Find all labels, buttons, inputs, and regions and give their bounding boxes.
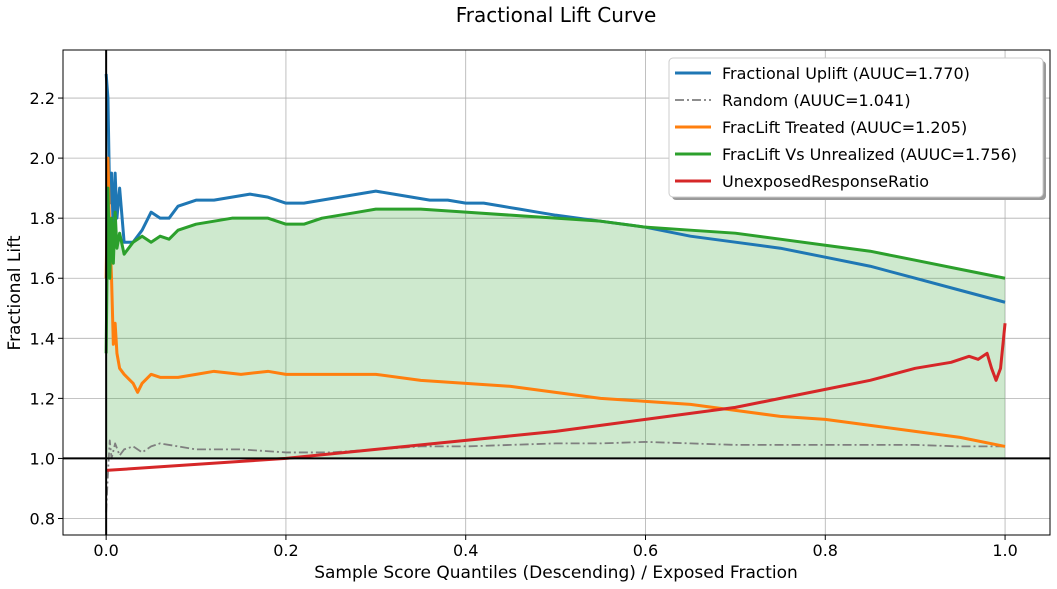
unrealized-lift-fill-area (106, 188, 1006, 459)
legend-label: Fractional Uplift (AUUC=1.770) (722, 64, 970, 83)
legend-label: UnexposedResponseRatio (722, 172, 929, 191)
legend-label: FracLift Vs Unrealized (AUUC=1.756) (722, 145, 1017, 164)
x-tick-label: 0.6 (633, 541, 658, 560)
x-tick-label: 0.0 (93, 541, 118, 560)
y-tick-label: 1.2 (30, 389, 55, 408)
y-axis-label: Fractional Lift (5, 235, 25, 350)
legend: Fractional Uplift (AUUC=1.770) Random (AU… (668, 57, 1046, 200)
legend-label: Random (AUUC=1.041) (722, 91, 911, 110)
y-tick-label: 1.8 (30, 209, 55, 228)
fraclift-vs-unrealized-line (104, 186, 1006, 354)
x-axis-label: Sample Score Quantiles (Descending) / Ex… (314, 563, 798, 583)
y-tick-label: 1.6 (30, 269, 55, 288)
fractional-uplift-line (104, 73, 1006, 304)
unexposedresponseratio-line (106, 323, 1007, 472)
plot-series-group (104, 73, 1007, 513)
y-tick-label: 2.2 (30, 89, 55, 108)
random-line (105, 439, 1006, 513)
x-tick-label: 0.2 (273, 541, 298, 560)
plot-area: 0.0 0.2 0.4 0.6 0.8 1.0 0.8 1.0 1.2 1.4 1.6 1.8 2.0 2… (30, 49, 1051, 560)
chart-title: Fractional Lift Curve (456, 3, 657, 27)
x-tick-label: 0.8 (813, 541, 838, 560)
axes-frame (62, 49, 1051, 536)
fraclift-treated-line (104, 156, 1006, 448)
y-tick-label: 1.4 (30, 329, 55, 348)
legend-label: FracLift Treated (AUUC=1.205) (722, 118, 967, 137)
y-tick-label: 1.0 (30, 449, 55, 468)
y-tick-label: 0.8 (30, 509, 55, 528)
x-tick-label: 0.4 (453, 541, 478, 560)
x-tick-label: 1.0 (992, 541, 1017, 560)
y-tick-label: 2.0 (30, 149, 55, 168)
legend-box (668, 57, 1044, 198)
